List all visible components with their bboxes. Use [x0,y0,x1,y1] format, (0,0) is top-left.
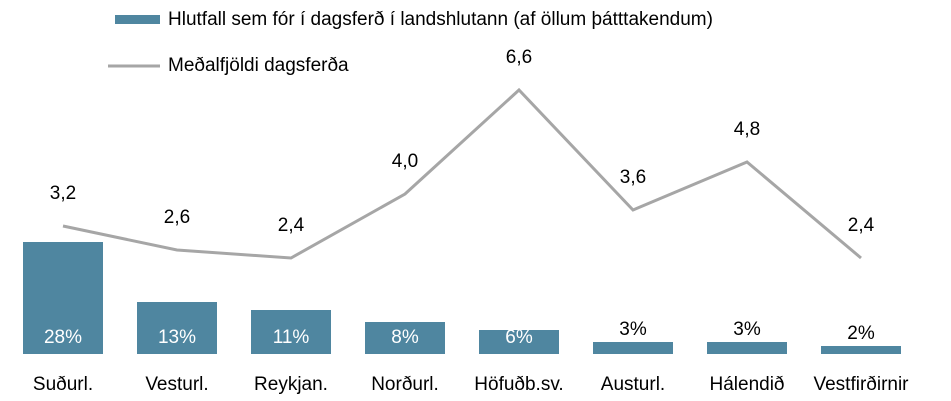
bar [251,310,331,354]
line [62,87,862,260]
x-tick-label: Vesturl. [145,374,208,395]
x-tick-label: Suðurl. [33,374,93,395]
x-tick-label: Höfuðb.sv. [474,374,563,395]
x-tick-label: Norðurl. [371,374,439,395]
bar-value-label: 2% [847,323,875,344]
legend-label: Meðalfjöldi dagsferða [168,55,349,76]
line-value-label: 3,2 [50,183,76,204]
bar-value-label: 11% [273,327,310,348]
legend-label: Hlutfall sem fór í dagsferð í landshluta… [168,9,713,30]
bar-value-label: 3% [619,319,647,340]
bar [821,346,901,354]
line-value-label: 4,0 [392,151,418,172]
bar [479,330,559,354]
legend-swatch-bar [115,15,160,24]
bar-value-label: 13% [158,327,196,348]
line-value-label: 2,6 [164,207,190,228]
bar-value-label: 28% [44,327,82,348]
bar-value-label: 8% [391,327,419,348]
line-value-label: 2,4 [848,215,875,236]
bar [593,342,673,354]
x-tick-label: Vestfirðirnir [813,374,909,395]
bar-value-label: 6% [505,327,533,348]
x-tick-label: Reykjan. [254,374,328,395]
line-value-label: 6,6 [506,47,532,68]
x-tick-label: Austurl. [601,374,665,395]
line-value-label: 2,4 [278,215,305,236]
bar-value-label: 3% [733,319,761,340]
bar [137,302,217,354]
bar [365,322,445,354]
x-tick-label: Hálendið [710,374,785,395]
bar [23,242,103,354]
line-value-label: 4,8 [734,119,760,140]
bar [707,342,787,354]
line-value-label: 3,6 [620,167,646,188]
